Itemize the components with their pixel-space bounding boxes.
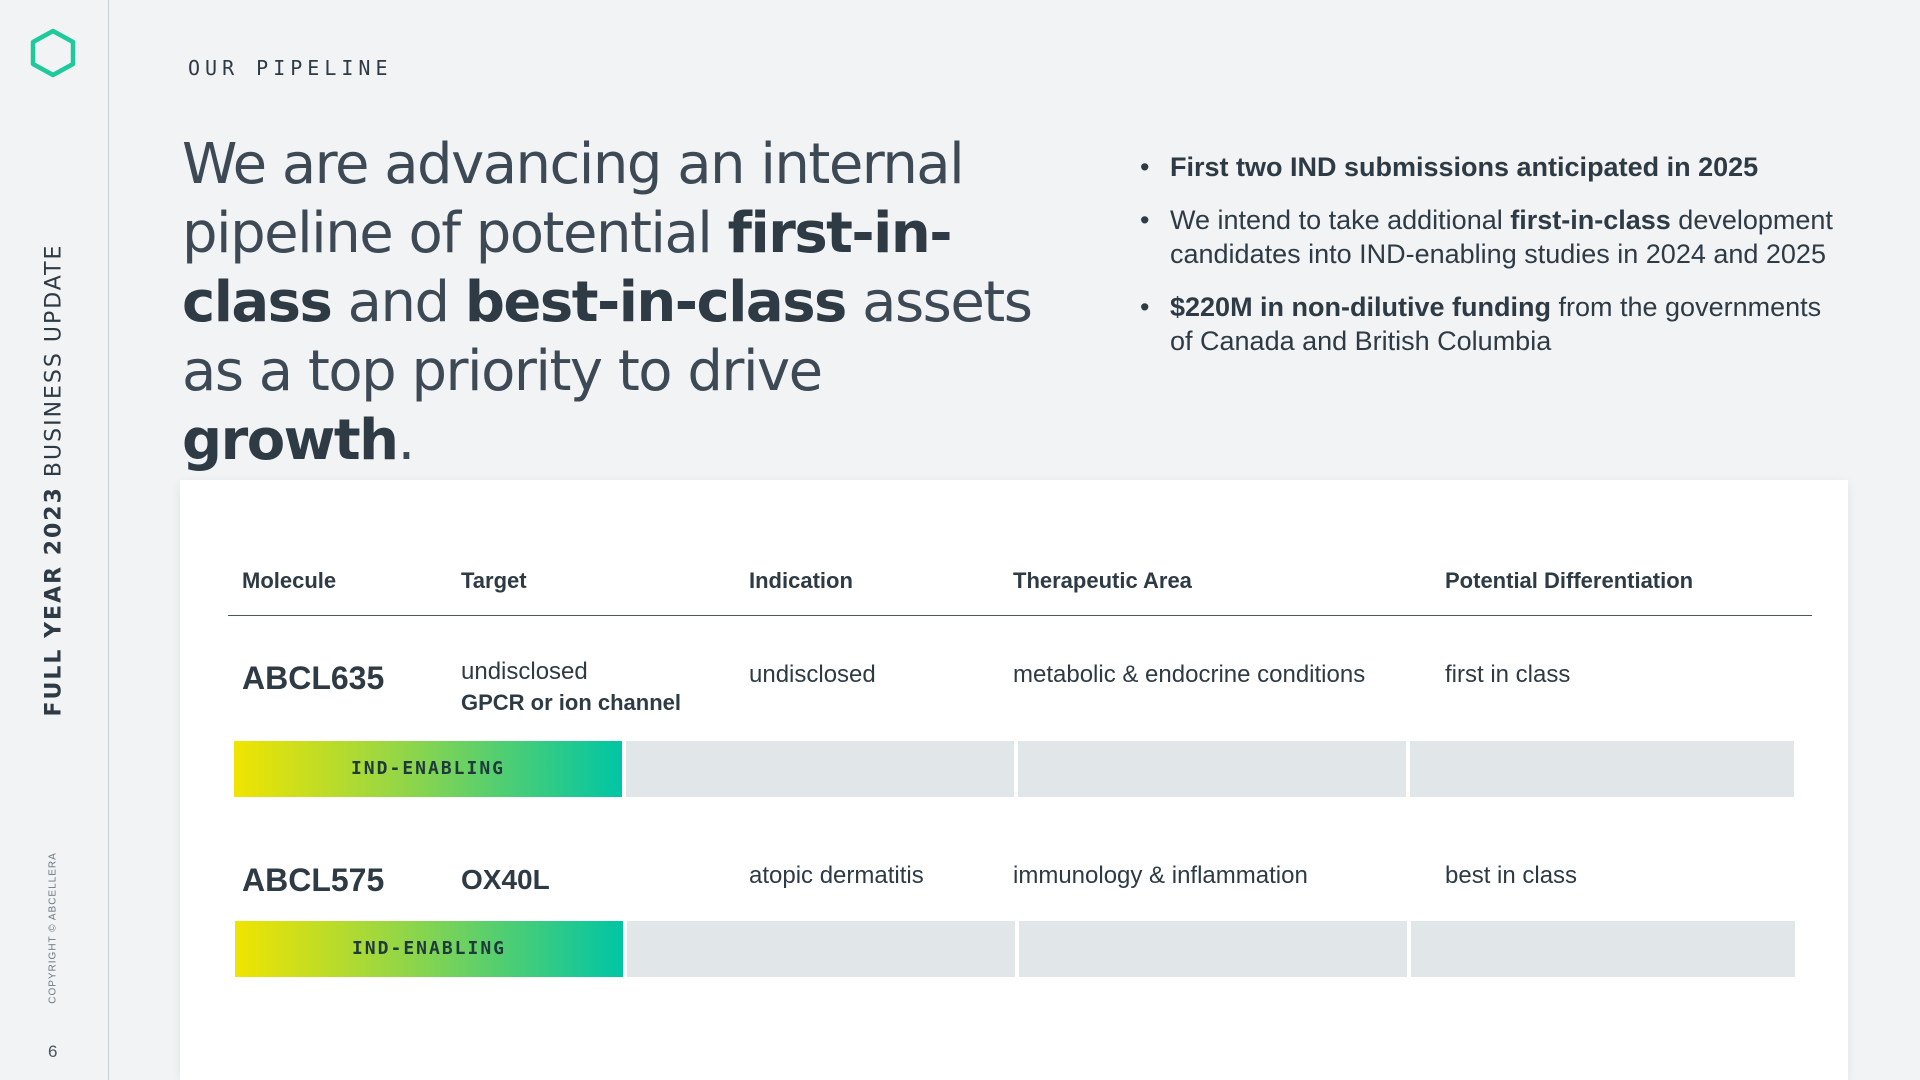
page-number: 6 (48, 1042, 58, 1061)
stage-segment (626, 741, 1014, 797)
molecule-name: ABCL635 (242, 660, 385, 696)
stage-segment-ind-enabling (234, 741, 622, 797)
sidebar: FULL YEAR 2023 BUSINESS UPDATE COPYRIGHT… (0, 0, 109, 1080)
highlight-item: First two IND submissions anticipated in… (1140, 150, 1840, 184)
highlight-item: We intend to take additional first-in-cl… (1140, 203, 1840, 271)
stage-segment (1410, 741, 1794, 797)
headline-part: We are advancing an internal pipeline of… (182, 132, 965, 266)
highlight-text: We intend to take additional (1170, 205, 1511, 235)
copyright-notice: COPYRIGHT © ABCELLERA (47, 852, 59, 1004)
highlight-text-bold: First two IND submissions anticipated in… (1170, 152, 1759, 182)
headline-emphasis: growth (182, 408, 399, 473)
highlight-text-bold: $220M in non-dilutive funding (1170, 292, 1551, 322)
therapeutic-area-value: metabolic & endocrine conditions (1013, 661, 1366, 688)
headline: We are advancing an internal pipeline of… (182, 130, 1042, 475)
highlight-item: $220M in non-dilutive funding from the g… (1140, 290, 1840, 358)
target-value: OX40L (461, 864, 550, 895)
column-header-target: Target (461, 568, 527, 593)
differentiation-value: first in class (1445, 661, 1571, 688)
target-detail: GPCR or ion channel (461, 690, 682, 715)
section-label: OUR PIPELINE (188, 56, 393, 80)
stage-segment (1411, 921, 1795, 977)
indication-value: atopic dermatitis (749, 862, 924, 889)
differentiation-value: best in class (1445, 862, 1578, 889)
stage-label: IND-ENABLING (351, 938, 507, 959)
headline-part: and (331, 270, 465, 335)
molecule-name: ABCL575 (242, 862, 385, 898)
column-header-molecule: Molecule (242, 568, 337, 593)
headline-part: assets as a top priority to drive (182, 270, 1033, 404)
stage-segment (1019, 921, 1407, 977)
headline-emphasis: first-in-class (182, 201, 952, 335)
report-title-bold: FULL YEAR 2023 (41, 486, 67, 717)
headline-emphasis: best-in-class (464, 270, 848, 335)
column-header-therapeutic-area: Therapeutic Area (1013, 568, 1192, 593)
highlight-text-bold: first-in-class (1510, 205, 1671, 235)
column-header-differentiation: Potential Differentiation (1445, 568, 1694, 593)
indication-value: undisclosed (749, 661, 876, 688)
therapeutic-area-value: immunology & inflammation (1013, 862, 1308, 889)
table-header-row (228, 562, 1812, 616)
stage-progress-bar: IND-ENABLING (235, 921, 1795, 977)
column-header-indication: Indication (749, 568, 853, 593)
stage-segment (627, 921, 1015, 977)
stage-label: IND-ENABLING (350, 758, 506, 779)
highlight-text: from the governments of Canada and Briti… (1170, 292, 1822, 356)
highlight-text: development candidates into IND-enabling… (1170, 205, 1833, 269)
highlights-list: First two IND submissions anticipated in… (1140, 150, 1840, 377)
report-title-light: BUSINESS UPDATE (41, 243, 67, 478)
stage-progress-bar: IND-ENABLING (234, 741, 1794, 797)
stage-segment-ind-enabling (235, 921, 623, 977)
headline-part: . (397, 408, 416, 473)
pipeline-table: Molecule Target Indication Therapeutic A… (180, 480, 1848, 1080)
report-title: FULL YEAR 2023 BUSINESS UPDATE (42, 244, 67, 717)
target-value: undisclosed (461, 658, 588, 685)
abcellera-logo-icon (30, 28, 76, 78)
stage-segment (1018, 741, 1406, 797)
